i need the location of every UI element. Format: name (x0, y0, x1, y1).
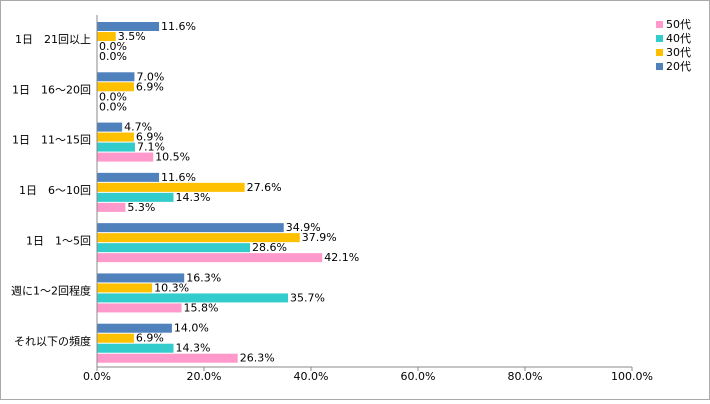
bar (97, 32, 116, 41)
legend-label: 30代 (666, 46, 691, 59)
bar (97, 22, 160, 31)
legend-label: 50代 (666, 18, 691, 31)
value-label: 11.6% (161, 20, 196, 33)
value-label: 37.9% (302, 231, 337, 244)
bar (97, 243, 251, 253)
legend-swatch (656, 63, 663, 70)
value-label: 6.9% (136, 332, 164, 345)
value-label: 42.1% (324, 251, 359, 264)
y-tick-label: 週に1～2回程度 (11, 284, 91, 298)
x-tick-label: 60.0% (401, 370, 436, 383)
legend-swatch (656, 35, 663, 42)
value-label: 3.5% (118, 30, 146, 43)
bar (97, 333, 134, 343)
y-tick-label: 1日 11～15回 (12, 134, 91, 147)
value-label: 26.3% (240, 352, 275, 365)
bar (97, 132, 134, 142)
legend-swatch (656, 21, 663, 28)
value-label: 27.6% (247, 181, 282, 194)
value-label: 10.3% (154, 281, 189, 294)
value-label: 16.3% (186, 271, 221, 284)
value-label: 0.0% (99, 100, 127, 113)
y-tick-label: 1日 1～5回 (26, 234, 91, 247)
bar (97, 122, 123, 132)
bar (97, 273, 185, 283)
bar (97, 253, 323, 263)
value-label: 35.7% (290, 291, 325, 304)
value-label: 28.6% (252, 241, 287, 254)
x-tick-label: 80.0% (508, 370, 543, 383)
x-tick-label: 40.0% (294, 370, 329, 383)
bar (97, 323, 172, 333)
x-tick-label: 0.0% (83, 370, 111, 383)
y-tick-label: それ以下の頻度 (14, 334, 91, 348)
value-label: 7.0% (136, 70, 164, 83)
bar (97, 233, 300, 243)
value-label: 15.8% (184, 301, 219, 314)
bar (97, 192, 174, 202)
bar (97, 303, 182, 313)
value-label: 0.0% (99, 90, 127, 103)
x-tick-label: 100.0% (611, 370, 653, 383)
value-label: 6.9% (136, 80, 164, 93)
bar (97, 283, 153, 293)
bar (97, 293, 288, 303)
bar (97, 152, 154, 162)
value-label: 7.1% (137, 141, 165, 154)
legend-label: 20代 (666, 60, 691, 73)
value-label: 10.5% (155, 151, 190, 164)
legend-swatch (656, 49, 663, 56)
y-tick-label: 1日 6～10回 (19, 184, 91, 197)
bar (97, 172, 160, 182)
value-label: 34.9% (286, 221, 321, 234)
bar (97, 82, 134, 92)
y-tick-label: 1日 21回以上 (15, 33, 91, 46)
bar (97, 343, 174, 353)
value-label: 14.0% (174, 322, 209, 335)
bar (97, 202, 126, 212)
value-label: 14.3% (176, 191, 211, 204)
bar (97, 223, 284, 233)
value-label: 14.3% (176, 342, 211, 355)
bar (97, 182, 245, 192)
value-label: 5.3% (127, 201, 155, 214)
bar (97, 72, 135, 82)
value-label: 0.0% (99, 40, 127, 53)
value-label: 6.9% (136, 131, 164, 144)
value-label: 4.7% (124, 121, 152, 134)
legend-label: 40代 (666, 32, 691, 45)
value-label: 11.6% (161, 171, 196, 184)
bar (97, 142, 135, 152)
y-tick-label: 1日 16～20回 (12, 83, 91, 96)
x-tick-label: 20.0% (187, 370, 222, 383)
value-label: 0.0% (99, 50, 127, 63)
bar (97, 353, 238, 363)
